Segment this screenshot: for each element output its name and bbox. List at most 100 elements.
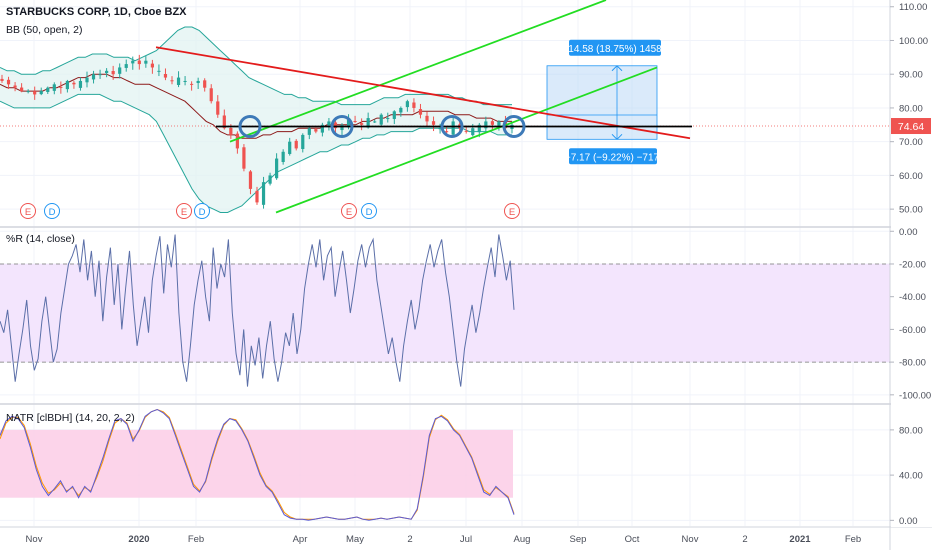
candle-body	[281, 151, 285, 163]
candle-body	[242, 147, 246, 169]
candle-body	[392, 111, 396, 119]
time-axis[interactable]: Nov 2020 Feb Apr May 2 Jul Aug Sep Oct Nov 2 2021 Feb	[26, 534, 862, 545]
candle-body	[229, 127, 233, 135]
wr-indicator-label[interactable]: %R (14, close)	[6, 233, 75, 245]
time-axis-label: Nov	[682, 534, 699, 545]
candle-body	[46, 87, 50, 92]
candle-body	[111, 71, 115, 75]
event-marker-earnings[interactable]	[176, 203, 192, 219]
time-axis-label: Sep	[570, 534, 587, 545]
symbol-title[interactable]: STARBUCKS CORP, 1D, Cboe BZX	[6, 6, 187, 18]
candle-body	[248, 171, 253, 189]
candle-body	[98, 74, 102, 76]
price-axis[interactable]: 110.00 100.00 90.00 80.00 70.00 60.00 50.00 0.0…	[890, 0, 932, 527]
candle-body	[105, 70, 109, 74]
candle-body	[20, 87, 24, 92]
measure-up-label-bg	[569, 39, 661, 56]
time-axis-label: 2	[742, 534, 747, 545]
candle-body	[235, 133, 239, 149]
candle-body	[183, 80, 187, 82]
price-axis-label: 0.00	[899, 516, 918, 527]
candle-body	[78, 80, 83, 88]
wr-line	[0, 234, 515, 387]
candle-body	[405, 101, 409, 108]
price-axis-label: 100.00	[899, 36, 928, 47]
candle-body	[373, 121, 377, 123]
candle-body	[418, 109, 423, 115]
price-axis-label: 90.00	[899, 70, 923, 81]
candle-body	[255, 190, 259, 203]
event-marker-label: E	[181, 207, 187, 218]
bb-upper-line	[0, 26, 512, 106]
candle-body	[353, 121, 357, 123]
time-axis-label: 2021	[789, 534, 811, 545]
event-marker-label: D	[366, 207, 373, 218]
candle-body	[346, 118, 351, 128]
candle-body	[464, 130, 468, 132]
time-axis-label: Nov	[26, 534, 43, 545]
measure-labels[interactable]: 14.58 (18.75%) 1458 −7.17 (−9.22%) −717	[565, 39, 662, 165]
event-marker-earnings[interactable]	[20, 203, 36, 219]
event-marker-dividend[interactable]	[194, 203, 210, 219]
touch-circle-0	[238, 114, 262, 138]
event-marker-earnings[interactable]	[504, 203, 520, 219]
measure-up-label: 14.58 (18.75%) 1458	[568, 44, 662, 55]
wr-band-fill	[0, 263, 890, 363]
candle-body	[379, 114, 383, 125]
candle-body	[13, 85, 17, 88]
last-price-marker: 74.64	[891, 118, 931, 135]
candle-body	[445, 131, 449, 133]
natr-pane[interactable]: NATR [clBDH] (14, 20, 2, 2)	[0, 408, 515, 521]
candle-body	[0, 78, 4, 81]
last-price-label: 74.64	[898, 121, 924, 133]
candle-body	[72, 82, 76, 85]
event-marker-dividend[interactable]	[44, 203, 60, 219]
natr-plot	[0, 408, 515, 521]
price-axis-label: -80.00	[899, 358, 926, 369]
candle-body	[33, 91, 37, 95]
candle-body	[425, 115, 429, 122]
event-marker-label: E	[509, 207, 515, 218]
candle-body	[333, 122, 338, 129]
candle-body	[144, 60, 148, 64]
event-marker-dividend[interactable]	[361, 203, 377, 219]
event-marker-label: D	[49, 207, 56, 218]
candle-body	[26, 91, 30, 93]
candle-body	[275, 158, 279, 179]
candle-body	[386, 118, 390, 120]
candle-body	[497, 121, 501, 126]
touch-circle-3	[502, 114, 526, 138]
williams-r-pane[interactable]: %R (14, close)	[0, 233, 890, 387]
measure-down-label-bg	[569, 148, 657, 165]
price-pane[interactable]: E D E D E D E STARBUCKS CORP, 1D, Cboe BZX BB …	[0, 0, 890, 219]
candle-body	[307, 128, 311, 135]
measure-down-label: −7.17 (−9.22%) −717	[565, 152, 660, 163]
candle-body	[288, 141, 292, 154]
candle-body	[327, 121, 331, 126]
price-axis-label: 110.00	[899, 2, 927, 13]
price-axis-label: 60.00	[899, 171, 923, 182]
time-axis-label: Feb	[845, 534, 861, 545]
bb-indicator-label[interactable]: BB (50, open, 2)	[6, 24, 82, 36]
candle-body	[85, 77, 89, 83]
candle-body	[131, 60, 135, 64]
candle-body	[366, 118, 370, 128]
candle-body	[137, 60, 141, 65]
williams-r-plot	[0, 234, 890, 387]
price-axis-label: -20.00	[899, 259, 926, 270]
time-axis-label: Aug	[514, 534, 531, 545]
drawings[interactable]	[0, 0, 890, 214]
candle-body	[484, 121, 488, 129]
event-marker-earnings[interactable]	[341, 203, 357, 219]
natr-indicator-label[interactable]: NATR [clBDH] (14, 20, 2, 2)	[6, 412, 135, 424]
time-axis-label: Apr	[293, 534, 308, 545]
candle-body	[124, 64, 128, 68]
measure-arrow-down	[611, 133, 623, 141]
candle-body	[399, 107, 403, 113]
price-axis-label: -100.00	[899, 390, 931, 401]
candle-body	[216, 101, 220, 115]
candle-body	[6, 79, 11, 85]
